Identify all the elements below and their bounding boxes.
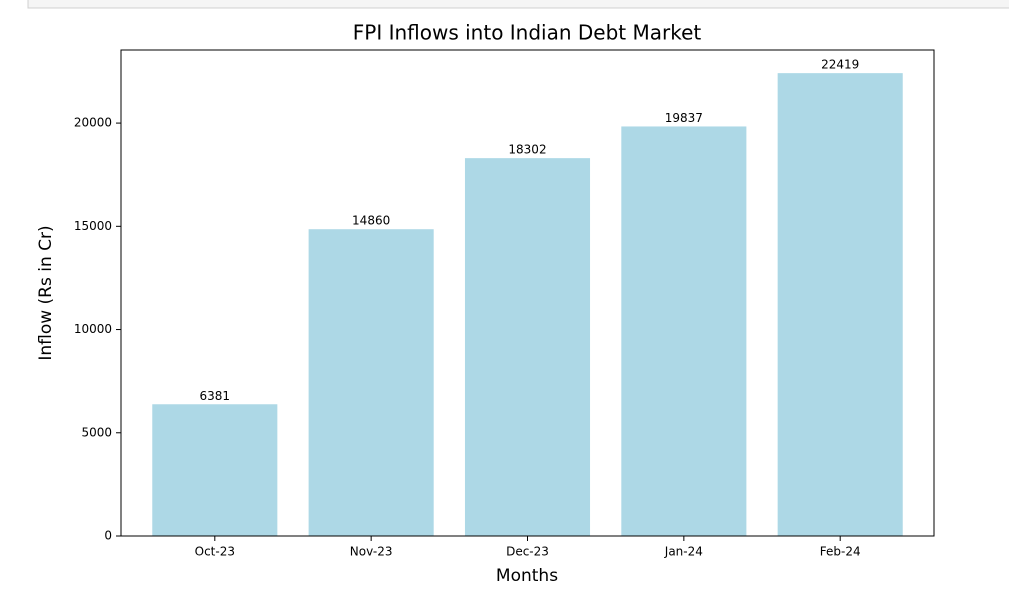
bar: [152, 404, 278, 536]
bar: [464, 158, 591, 537]
x-tick-label: Oct-23: [195, 545, 235, 559]
plot-frame: [120, 49, 935, 537]
chart-title: FPI Inflows into Indian Debt Market: [353, 21, 702, 45]
cell-border: [27, 0, 1009, 9]
x-tick-label: Dec-23: [506, 545, 549, 559]
y-tick-label: 20000: [74, 116, 112, 130]
bar: [308, 229, 434, 536]
x-tick-label: Jan-24: [664, 545, 703, 559]
value-label: 18302: [508, 143, 546, 157]
value-label: 19837: [665, 111, 703, 125]
x-tick-label: Nov-23: [350, 545, 393, 559]
x-tick-label: Feb-24: [820, 545, 861, 559]
y-tick-label: 5000: [81, 425, 112, 439]
y-tick-label: 10000: [74, 322, 112, 336]
y-axis-label: Inflow (Rs in Cr): [36, 225, 56, 360]
y-tick-label: 15000: [74, 219, 112, 233]
y-tick-label: 0: [104, 529, 112, 543]
x-axis-label: Months: [496, 566, 558, 586]
value-label: 14860: [352, 214, 390, 228]
value-label: 6381: [200, 389, 231, 403]
bar: [777, 73, 903, 537]
bar: [621, 126, 747, 537]
value-label: 22419: [821, 58, 859, 72]
